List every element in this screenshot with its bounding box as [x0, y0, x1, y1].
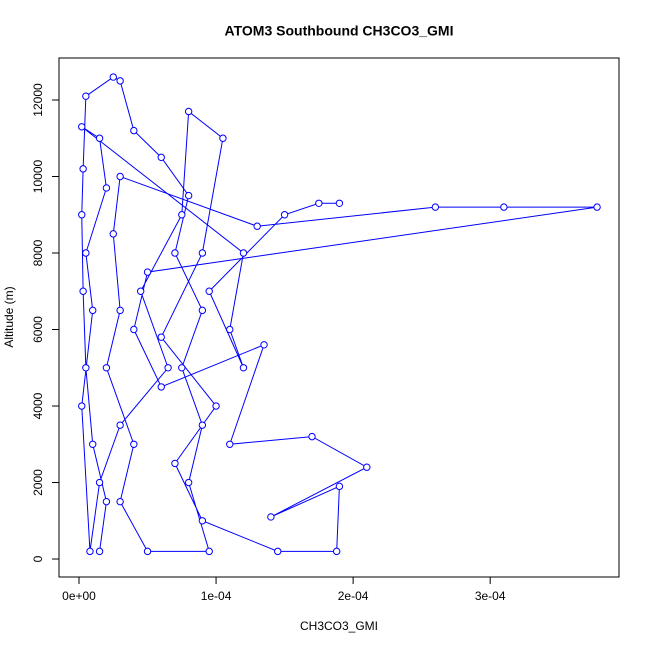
point: [253, 222, 261, 230]
point: [363, 463, 371, 471]
point: [226, 440, 234, 448]
x-axis-title: CH3CO3_GMI: [300, 619, 378, 633]
y-tick-label: 0: [31, 555, 45, 562]
point: [198, 421, 207, 429]
point: [171, 249, 179, 257]
point: [184, 107, 193, 116]
point: [116, 77, 124, 85]
x-tick-label: 2e-04: [338, 589, 369, 603]
point: [315, 199, 323, 207]
point: [130, 325, 138, 334]
point: [335, 199, 344, 207]
point: [89, 306, 97, 315]
point: [102, 497, 111, 506]
point: [95, 547, 104, 556]
point: [157, 383, 165, 391]
point: [79, 165, 87, 173]
point: [178, 364, 186, 372]
point: [89, 440, 97, 448]
point: [205, 547, 213, 556]
point: [205, 287, 213, 295]
point: [109, 230, 117, 238]
point: [130, 440, 138, 448]
point: [239, 364, 248, 372]
point: [157, 153, 165, 162]
point: [116, 172, 124, 181]
point: [308, 432, 316, 441]
point: [143, 547, 152, 556]
y-axis-title: Altitude (m): [2, 286, 16, 347]
y-tick-label: 4000: [31, 392, 45, 419]
point: [95, 134, 104, 142]
point: [184, 478, 193, 487]
point: [164, 364, 172, 372]
point: [500, 203, 508, 211]
y-tick-label: 10000: [31, 159, 45, 193]
point: [335, 482, 344, 491]
point: [143, 268, 152, 276]
y-tick-label: 6000: [31, 316, 45, 343]
point: [157, 333, 165, 341]
point: [116, 306, 124, 315]
point: [116, 497, 124, 506]
point: [78, 123, 86, 131]
x-tick-label: 0e+00: [62, 589, 96, 603]
point: [332, 547, 341, 556]
y-tick-label: 12000: [31, 83, 45, 117]
point: [198, 517, 207, 525]
point: [82, 249, 90, 257]
y-tick-label: 2000: [31, 469, 45, 496]
point: [95, 478, 104, 487]
point: [102, 184, 111, 192]
point: [212, 402, 220, 410]
point: [130, 126, 138, 135]
point: [109, 73, 117, 81]
point: [171, 459, 179, 468]
point: [198, 249, 207, 257]
point: [79, 287, 87, 295]
point: [226, 325, 234, 334]
x-tick-label: 3e-04: [475, 589, 506, 603]
chart-title: ATOM3 Southbound CH3CO3_GMI: [225, 23, 454, 39]
point: [102, 364, 111, 372]
x-tick-label: 1e-04: [201, 589, 232, 603]
point: [431, 203, 440, 211]
point: [86, 547, 94, 556]
point: [239, 249, 248, 257]
point: [178, 211, 186, 219]
point: [593, 203, 601, 211]
y-tick-label: 8000: [31, 239, 45, 266]
point: [260, 341, 268, 349]
point: [274, 547, 282, 556]
point: [136, 287, 145, 295]
point: [198, 306, 207, 315]
point: [82, 364, 90, 372]
point: [116, 421, 124, 429]
point: [184, 191, 193, 200]
point: [78, 402, 86, 410]
point: [78, 211, 86, 219]
point: [280, 211, 289, 219]
point: [219, 134, 227, 142]
point: [267, 513, 275, 521]
point: [82, 92, 90, 100]
